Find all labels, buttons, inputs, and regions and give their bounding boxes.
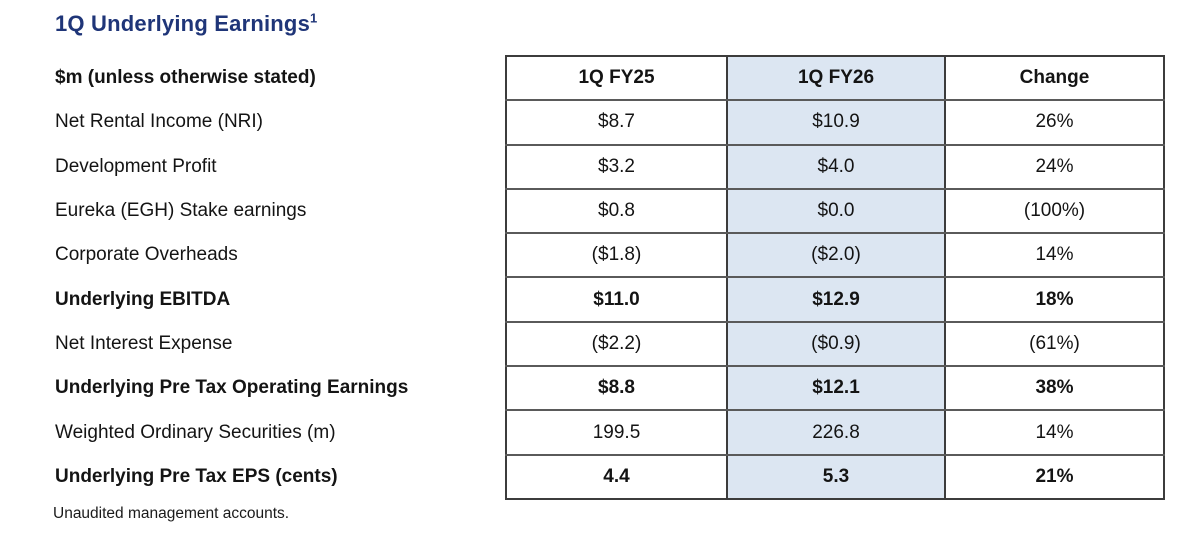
cell-change: (61%) — [944, 321, 1165, 368]
cell-change: 26% — [944, 100, 1165, 146]
cell-change: (100%) — [944, 188, 1165, 235]
cell-change: 24% — [944, 144, 1165, 190]
table-row: Net Interest Expense ($2.2) ($0.9) (61%) — [55, 321, 1165, 368]
row-label: Net Interest Expense — [55, 332, 233, 354]
footnote: Unaudited management accounts. — [53, 505, 290, 522]
cell-1q-fy25: $11.0 — [505, 277, 728, 323]
cell-1q-fy25: $8.7 — [505, 100, 728, 146]
row-label: Underlying Pre Tax EPS (cents) — [55, 465, 338, 487]
table-row: Development Profit $3.2 $4.0 24% — [55, 144, 1165, 190]
row-label: Development Profit — [55, 155, 217, 177]
cell-1q-fy25: $8.8 — [505, 366, 728, 412]
page-title-text: 1Q Underlying Earnings — [55, 11, 311, 36]
cell-1q-fy26: $0.0 — [726, 188, 946, 235]
table-row: Corporate Overheads ($1.8) ($2.0) 14% — [55, 233, 1165, 279]
cell-1q-fy26: ($2.0) — [726, 233, 946, 279]
cell-1q-fy25: 199.5 — [505, 410, 728, 456]
cell-1q-fy25: $0.8 — [505, 188, 728, 235]
row-label: Underlying EBITDA — [55, 288, 231, 310]
cell-1q-fy26: ($0.9) — [726, 321, 946, 368]
header-row: $m (unless otherwise stated) 1Q FY25 1Q … — [55, 54, 1165, 102]
earnings-table-header: $m (unless otherwise stated) 1Q FY25 1Q … — [55, 54, 1165, 102]
cell-1q-fy26: $12.9 — [726, 277, 946, 323]
row-label: Underlying Pre Tax Operating Earnings — [55, 377, 409, 399]
table-row: Eureka (EGH) Stake earnings $0.8 $0.0 (1… — [55, 188, 1165, 235]
cell-1q-fy25: 4.4 — [505, 454, 728, 500]
cell-1q-fy25: ($1.8) — [505, 233, 728, 279]
table-row: Underlying Pre Tax EPS (cents) 4.4 5.3 2… — [55, 454, 1165, 500]
earnings-table: $m (unless otherwise stated) 1Q FY25 1Q … — [55, 54, 1165, 500]
row-label: Net Rental Income (NRI) — [55, 111, 264, 133]
table-row: Weighted Ordinary Securities (m) 199.5 2… — [55, 410, 1165, 456]
column-header-1q-fy25: 1Q FY25 — [505, 54, 728, 102]
cell-change: 14% — [944, 410, 1165, 456]
table-row: Underlying Pre Tax Operating Earnings $8… — [55, 366, 1165, 412]
cell-change: 21% — [944, 454, 1165, 500]
table-row: Underlying EBITDA $11.0 $12.9 18% — [55, 277, 1165, 323]
column-header-1q-fy26: 1Q FY26 — [726, 54, 946, 102]
cell-1q-fy26: 226.8 — [726, 410, 946, 456]
table-row: Net Rental Income (NRI) $8.7 $10.9 26% — [55, 100, 1165, 146]
cell-change: 14% — [944, 233, 1165, 279]
cell-1q-fy26: $4.0 — [726, 144, 946, 190]
cell-1q-fy26: $12.1 — [726, 366, 946, 412]
cell-1q-fy25: $3.2 — [505, 144, 728, 190]
cell-1q-fy25: ($2.2) — [505, 321, 728, 368]
cell-change: 38% — [944, 366, 1165, 412]
cell-1q-fy26: $10.9 — [726, 100, 946, 146]
cell-change: 18% — [944, 277, 1165, 323]
title-footnote-marker: 1 — [310, 10, 318, 26]
column-header-change: Change — [944, 54, 1165, 102]
earnings-table-body: Net Rental Income (NRI) $8.7 $10.9 26% D… — [55, 100, 1165, 500]
row-label: Weighted Ordinary Securities (m) — [55, 421, 336, 443]
label-column-header: $m (unless otherwise stated) — [55, 67, 316, 89]
row-label: Eureka (EGH) Stake earnings — [55, 200, 307, 222]
cell-1q-fy26: 5.3 — [726, 454, 946, 500]
row-label: Corporate Overheads — [55, 244, 238, 266]
page-title: 1Q Underlying Earnings1 — [55, 11, 317, 37]
